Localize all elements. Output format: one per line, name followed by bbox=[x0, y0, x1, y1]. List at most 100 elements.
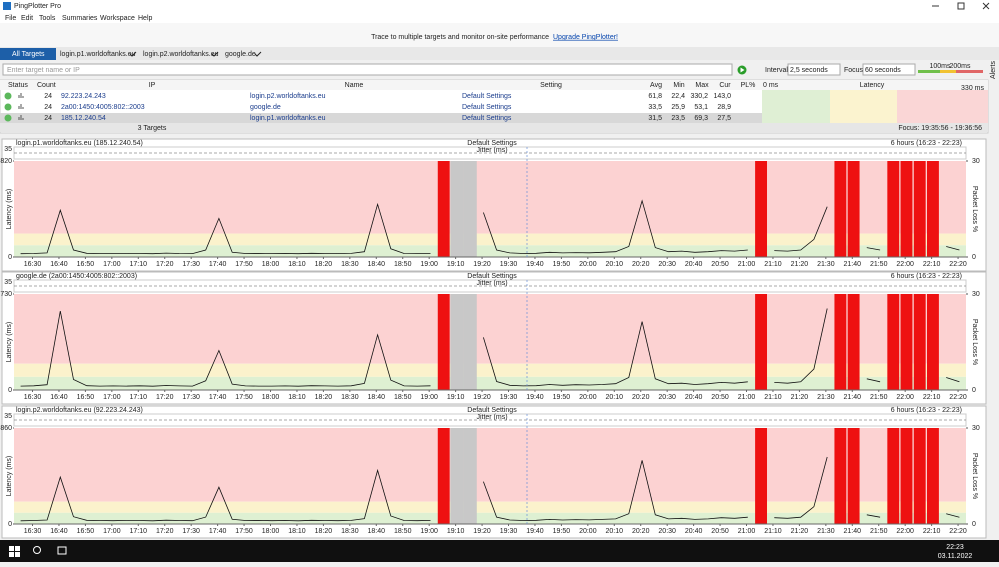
column-header: Max bbox=[695, 82, 709, 89]
cell[interactable]: login.p2.worldoftanks.eu bbox=[250, 93, 326, 100]
banner bbox=[0, 23, 999, 47]
menu-item[interactable]: Workspace bbox=[100, 15, 135, 22]
focus-select[interactable] bbox=[862, 63, 916, 76]
x-tick-label: 20:50 bbox=[711, 528, 729, 535]
menu-item[interactable]: Help bbox=[138, 15, 153, 22]
no-data bbox=[463, 161, 477, 257]
y-tick-label: 0 bbox=[8, 521, 12, 528]
y-tick-label: 820 bbox=[0, 158, 12, 165]
close-button[interactable] bbox=[982, 2, 990, 10]
packet-loss-bar bbox=[847, 161, 860, 257]
packet-loss-bar bbox=[887, 294, 900, 390]
menu-item[interactable]: Tools bbox=[39, 15, 56, 22]
x-tick-label: 19:00 bbox=[420, 528, 438, 535]
x-tick-label: 17:10 bbox=[130, 528, 148, 535]
tab[interactable] bbox=[0, 48, 56, 60]
x-tick-label: 20:00 bbox=[579, 261, 597, 268]
zone-good bbox=[14, 376, 966, 390]
x-tick-label: 21:00 bbox=[738, 528, 756, 535]
tab-label[interactable]: google.de bbox=[225, 51, 256, 58]
maximize-button[interactable] bbox=[957, 2, 965, 10]
tab-label[interactable]: All Targets bbox=[12, 51, 45, 58]
x-tick-label: 20:00 bbox=[579, 394, 597, 401]
packet-loss-bar bbox=[834, 428, 847, 524]
x-tick-label: 18:50 bbox=[394, 528, 412, 535]
tab[interactable] bbox=[140, 48, 221, 60]
x-tick-label: 21:50 bbox=[870, 528, 888, 535]
x-tick-label: 18:20 bbox=[315, 528, 333, 535]
jitter-max: 35 bbox=[4, 279, 12, 286]
column-header: Min bbox=[673, 82, 684, 89]
x-tick-label: 17:20 bbox=[156, 394, 174, 401]
x-tick-label: 19:00 bbox=[420, 394, 438, 401]
x-tick-label: 17:20 bbox=[156, 528, 174, 535]
target-input[interactable] bbox=[2, 63, 733, 76]
packet-loss-bar bbox=[834, 161, 847, 257]
x-tick-label: 16:50 bbox=[77, 394, 95, 401]
x-tick-label: 20:50 bbox=[711, 394, 729, 401]
cell: 69,3 bbox=[694, 115, 708, 122]
packet-loss-bar bbox=[847, 294, 860, 390]
packet-loss-bar bbox=[900, 294, 913, 390]
column-header: Name bbox=[345, 82, 364, 89]
latency-line bbox=[20, 456, 960, 522]
x-tick-label: 18:40 bbox=[368, 394, 386, 401]
tab-label[interactable]: login.p1.worldoftanks.eu bbox=[60, 51, 136, 58]
targets-count: 3 Targets bbox=[138, 125, 167, 132]
start-menu[interactable] bbox=[9, 546, 20, 557]
packet-loss-bar bbox=[437, 161, 450, 257]
tab-check bbox=[254, 51, 262, 57]
tab[interactable] bbox=[57, 48, 139, 60]
y-axis-label: Latency (ms) bbox=[6, 322, 13, 362]
focus-range: Focus: 19:35:56 - 19:36:56 bbox=[898, 125, 982, 132]
x-tick-label: 17:10 bbox=[130, 394, 148, 401]
x-tick-label: 17:00 bbox=[103, 528, 121, 535]
x-tick-label: 20:40 bbox=[685, 261, 703, 268]
graph-target: login.p1.worldoftanks.eu (185.12.240.54) bbox=[16, 140, 143, 147]
no-data bbox=[463, 294, 477, 390]
x-tick-label: 18:50 bbox=[394, 394, 412, 401]
menu-item[interactable]: Summaries bbox=[62, 15, 98, 22]
x-tick-label: 19:50 bbox=[553, 394, 571, 401]
clock-time: 22:23 bbox=[946, 544, 964, 551]
zone-good bbox=[14, 245, 966, 257]
upgrade-link[interactable]: Upgrade PingPlotter! bbox=[553, 34, 618, 41]
status-ok bbox=[4, 114, 12, 122]
x-tick-label: 19:20 bbox=[473, 528, 491, 535]
status-ok bbox=[4, 103, 12, 111]
column-header: PL% bbox=[741, 82, 756, 89]
latency-title: Latency bbox=[860, 82, 885, 89]
column-header: Count bbox=[37, 82, 56, 89]
clock-date: 03.11.2022 bbox=[938, 553, 973, 560]
menu-bar bbox=[0, 12, 999, 23]
tab-label[interactable]: login.p2.worldoftanks.eu bbox=[143, 51, 219, 58]
interval-select[interactable] bbox=[787, 63, 841, 76]
column-header: Avg bbox=[650, 82, 662, 89]
x-tick-label: 20:10 bbox=[606, 261, 624, 268]
y2-tick-label: 30 bbox=[972, 291, 980, 298]
cell[interactable]: login.p1.worldoftanks.eu bbox=[250, 115, 326, 122]
task-view[interactable] bbox=[57, 546, 67, 555]
focus-label: Focus bbox=[844, 67, 864, 74]
tab[interactable] bbox=[222, 48, 264, 60]
menu-item[interactable]: File bbox=[5, 15, 16, 22]
x-tick-label: 19:20 bbox=[473, 261, 491, 268]
y-tick-label: 0 bbox=[8, 254, 12, 261]
packet-loss-bar bbox=[437, 428, 450, 524]
menu-item[interactable]: Edit bbox=[21, 15, 33, 22]
x-tick-label: 18:30 bbox=[341, 394, 359, 401]
zone-warn bbox=[14, 501, 966, 513]
x-tick-label: 21:50 bbox=[870, 394, 888, 401]
cell: 185.12.240.54 bbox=[61, 115, 106, 122]
x-tick-label: 21:20 bbox=[791, 528, 809, 535]
zone-bad bbox=[14, 294, 966, 364]
target-placeholder: Enter target name or IP bbox=[7, 67, 80, 74]
x-tick-label: 18:00 bbox=[262, 528, 280, 535]
x-tick-label: 22:00 bbox=[896, 261, 914, 268]
cell[interactable]: google.de bbox=[250, 104, 281, 111]
y2-axis-label: Packet Loss % bbox=[971, 453, 978, 499]
no-data bbox=[450, 294, 464, 390]
alerts-tab[interactable]: Alerts bbox=[990, 61, 997, 79]
graph-setting: Default Settings bbox=[467, 273, 517, 280]
search-button[interactable] bbox=[33, 546, 41, 554]
